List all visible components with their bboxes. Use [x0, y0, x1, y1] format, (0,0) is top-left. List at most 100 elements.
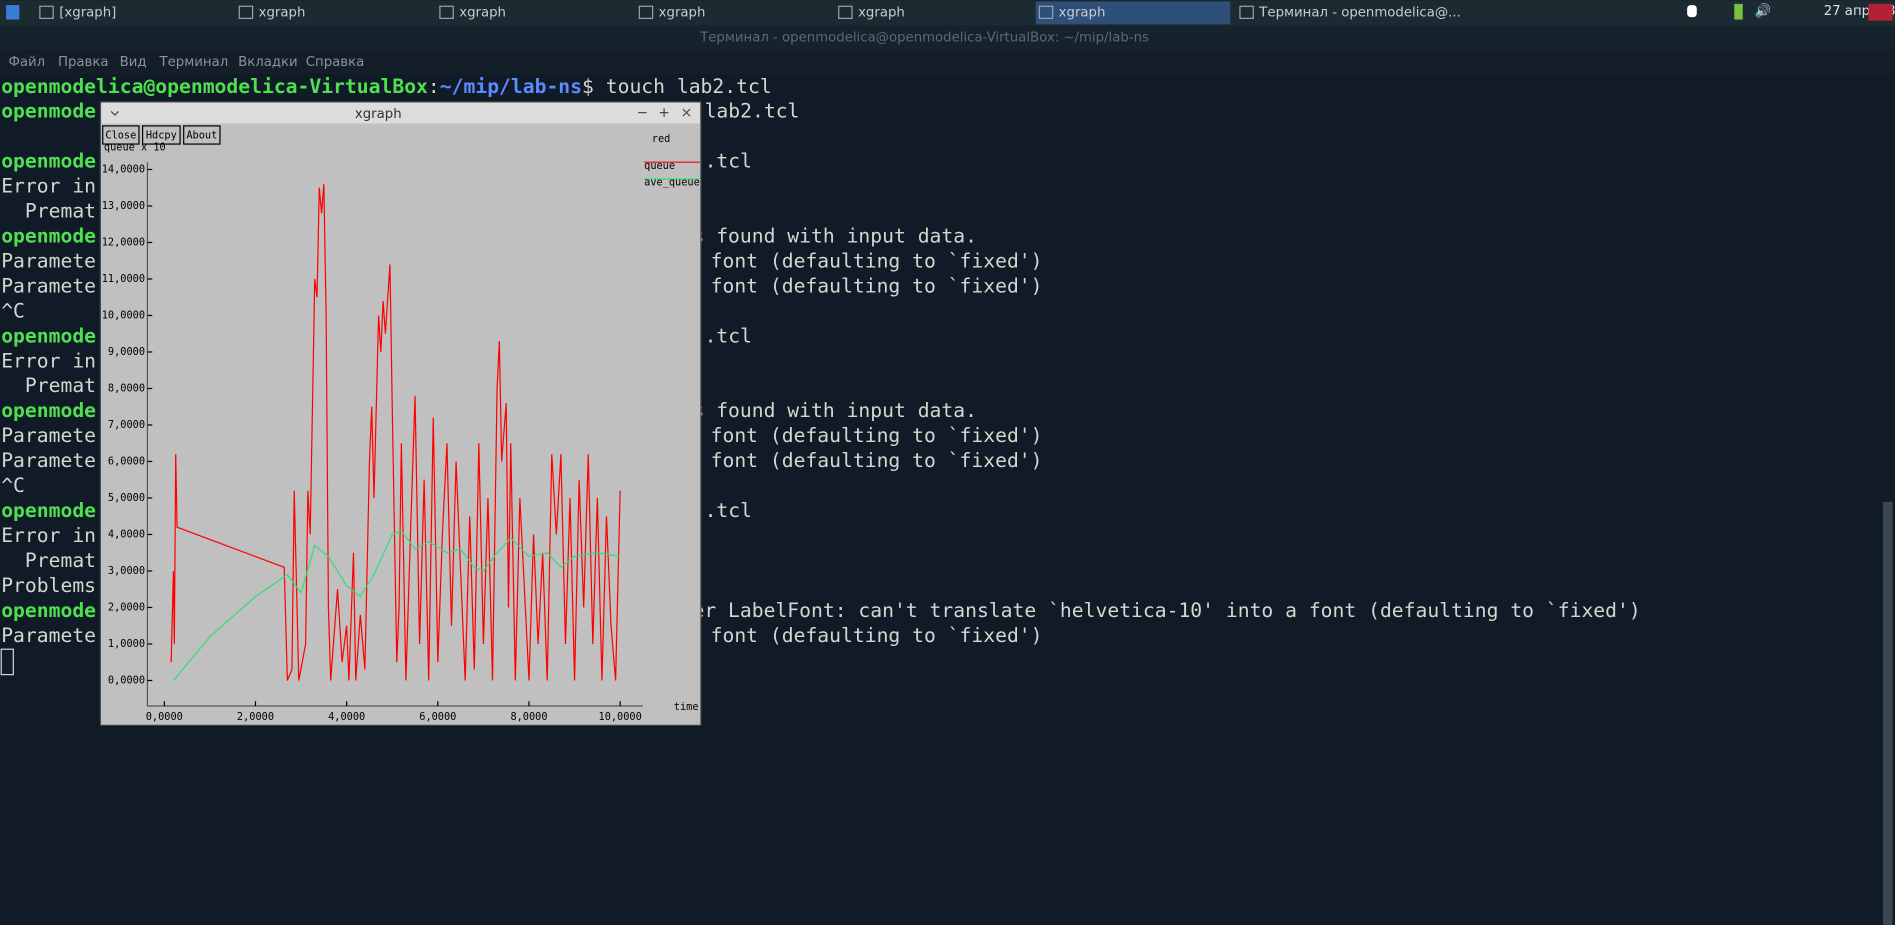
line-left: ^C — [1, 299, 25, 322]
window-title: xgraph — [355, 107, 402, 122]
prompt-sep: : — [428, 75, 440, 98]
line-left: openmode — [1, 224, 96, 247]
y-tick-label: 0,0000 — [108, 674, 145, 686]
menu-item[interactable]: Файл — [8, 55, 45, 70]
task-item[interactable]: xgraph — [858, 5, 905, 20]
series-line — [170, 184, 621, 681]
line-left: Paramete — [1, 249, 96, 272]
line-left: openmode — [1, 100, 96, 123]
task-icon[interactable] — [238, 5, 254, 19]
menu-item[interactable]: Вкладки — [238, 55, 298, 70]
y-tick-label: 13,0000 — [102, 200, 145, 212]
close[interactable] — [682, 108, 691, 117]
task-icon[interactable] — [638, 5, 654, 19]
line-left: openmode — [1, 150, 96, 173]
prompt-user: openmodelica@openmodelica-VirtualBox — [1, 75, 428, 98]
line-left: Paramete — [1, 424, 96, 447]
taskbar — [0, 0, 1895, 26]
task-item[interactable]: xgraph — [1059, 5, 1106, 20]
window-titlebar — [101, 102, 700, 124]
line-right: font (defaulting to `fixed') — [711, 624, 1043, 647]
x-tick-label: 2,0000 — [237, 711, 274, 723]
task-icon[interactable] — [1038, 5, 1054, 19]
task-item[interactable]: xgraph — [659, 5, 706, 20]
x-tick-label: 8,0000 — [510, 711, 547, 723]
legend-label: queue — [644, 160, 675, 172]
line-left: Premat — [1, 374, 96, 397]
terminal-titlebar — [0, 25, 1895, 50]
x-axis-label: time — [674, 701, 699, 713]
line-left: Premat — [1, 549, 96, 572]
task-item[interactable]: xgraph — [459, 5, 506, 20]
battery-icon[interactable] — [1734, 3, 1743, 20]
y-tick-label: 10,0000 — [102, 309, 145, 321]
y-axis-label: queue x 10 — [104, 142, 166, 154]
line-left: Error in — [1, 175, 96, 198]
prompt-path: ~/mip/lab-ns — [440, 75, 582, 98]
volume-icon[interactable]: 🔊 — [1755, 2, 1772, 19]
menu-item[interactable]: Терминал — [159, 55, 229, 70]
line-right: .tcl — [705, 150, 752, 173]
scrollbar[interactable] — [1882, 501, 1893, 925]
line-left: Error in — [1, 524, 96, 547]
terminal-title: Терминал - openmodelica@openmodelica-Vir… — [699, 31, 1149, 46]
button-label[interactable]: About — [186, 130, 217, 142]
button[interactable] — [102, 125, 140, 145]
line-left: openmode — [1, 599, 96, 622]
button-label[interactable]: Close — [105, 130, 136, 142]
prompt-command: $ touch lab2.tcl — [582, 75, 772, 98]
x-tick-label: 0,0000 — [146, 711, 183, 723]
task-icon[interactable] — [439, 5, 454, 19]
line-left: Paramete — [1, 274, 96, 297]
x-tick-label: 4,0000 — [328, 711, 365, 723]
button[interactable] — [142, 125, 181, 145]
line-right: font (defaulting to `fixed') — [711, 424, 1043, 447]
plot-axes — [146, 162, 643, 707]
task-icon[interactable] — [838, 5, 853, 19]
xgraph-window: xgraph Close Hdcpy About red queue x 10 time 0… — [99, 101, 702, 726]
cursor — [0, 648, 14, 676]
task-icon[interactable] — [1239, 5, 1254, 19]
task-item[interactable]: [xgraph] — [59, 5, 116, 20]
y-tick-label: 11,0000 — [102, 273, 145, 285]
series-line — [172, 530, 621, 681]
bell-icon[interactable] — [1687, 5, 1697, 18]
y-tick-label: 14,0000 — [102, 163, 145, 175]
y-tick-label: 4,0000 — [108, 528, 145, 540]
chart-title: red — [652, 133, 671, 145]
window-menu[interactable] — [110, 110, 119, 116]
x-tick-label: 6,0000 — [419, 711, 456, 723]
menu-item[interactable]: Правка — [58, 55, 109, 70]
line-left: Paramete — [1, 624, 96, 647]
window-frame — [99, 101, 702, 726]
line-right: .tcl — [705, 499, 752, 522]
y-tick-label: 9,0000 — [108, 346, 145, 358]
menu-item[interactable]: Вид — [120, 55, 147, 70]
line-left: Error in — [1, 349, 96, 372]
active-task — [1035, 1, 1231, 25]
line-right: font (defaulting to `fixed') — [711, 274, 1043, 297]
line-left: Paramete — [1, 449, 96, 472]
flag-icon[interactable] — [1868, 3, 1893, 21]
button-label[interactable]: Hdcpy — [146, 130, 177, 142]
menu-icon[interactable] — [6, 5, 20, 20]
task-item[interactable]: xgraph — [259, 5, 306, 20]
prompt-line: openmodelica@openmodelica-VirtualBox:~/m… — [1, 75, 771, 98]
line-left: ^C — [1, 474, 25, 497]
task-item[interactable]: Терминал - openmodelica@... — [1258, 5, 1461, 20]
line-right: font (defaulting to `fixed') — [711, 449, 1043, 472]
line-right: er LabelFont: can't translate `helvetica… — [692, 599, 1640, 622]
legend-label: ave_queue — [644, 177, 700, 189]
line-right: s found with input data. — [692, 399, 976, 422]
menu-item[interactable]: Справка — [306, 55, 365, 70]
button[interactable] — [183, 125, 221, 145]
y-tick-label: 5,0000 — [108, 492, 145, 504]
line-left: openmode — [1, 499, 96, 522]
task-icon[interactable] — [39, 5, 54, 19]
maximize[interactable] — [659, 108, 669, 117]
line-right: lab2.tcl — [705, 100, 800, 123]
x-tick-label: 10,0000 — [599, 711, 642, 723]
y-tick-label: 12,0000 — [102, 236, 145, 248]
y-tick-label: 7,0000 — [108, 419, 145, 431]
